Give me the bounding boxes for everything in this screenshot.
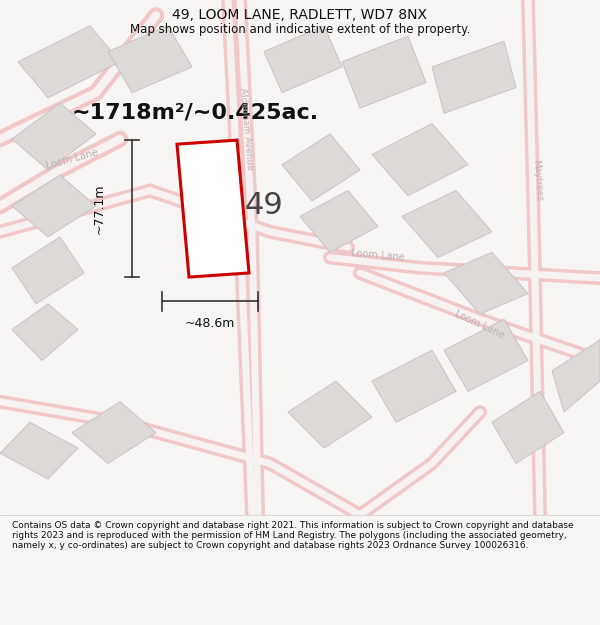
Text: Contains OS data © Crown copyright and database right 2021. This information is : Contains OS data © Crown copyright and d… <box>12 521 574 550</box>
Text: Loom Lane: Loom Lane <box>45 148 99 171</box>
Polygon shape <box>264 26 342 92</box>
Polygon shape <box>492 391 564 464</box>
Polygon shape <box>177 140 249 277</box>
Text: Aldenham Avenue: Aldenham Avenue <box>238 88 254 170</box>
Polygon shape <box>444 253 528 314</box>
Polygon shape <box>0 422 78 479</box>
Text: Loom Lane: Loom Lane <box>454 309 506 340</box>
Polygon shape <box>282 134 360 201</box>
Text: ~77.1m: ~77.1m <box>92 183 106 234</box>
Polygon shape <box>18 26 120 98</box>
Text: 49: 49 <box>245 191 283 221</box>
Polygon shape <box>342 36 426 108</box>
Polygon shape <box>372 350 456 423</box>
Polygon shape <box>402 191 492 258</box>
Polygon shape <box>72 402 156 464</box>
Polygon shape <box>552 340 600 412</box>
Polygon shape <box>12 237 84 304</box>
Polygon shape <box>288 381 372 448</box>
Text: Maytrees: Maytrees <box>531 159 543 201</box>
Text: 49, LOOM LANE, RADLETT, WD7 8NX: 49, LOOM LANE, RADLETT, WD7 8NX <box>173 8 427 22</box>
Text: Map shows position and indicative extent of the property.: Map shows position and indicative extent… <box>130 23 470 36</box>
Text: ~48.6m: ~48.6m <box>185 317 235 330</box>
Polygon shape <box>444 319 528 391</box>
Polygon shape <box>12 304 78 361</box>
Text: Loom Lane: Loom Lane <box>351 248 405 262</box>
Polygon shape <box>432 41 516 113</box>
Polygon shape <box>12 175 96 237</box>
Polygon shape <box>108 26 192 92</box>
Text: ~1718m²/~0.425ac.: ~1718m²/~0.425ac. <box>72 103 319 123</box>
Polygon shape <box>300 191 378 253</box>
Polygon shape <box>372 124 468 196</box>
Polygon shape <box>12 103 96 170</box>
